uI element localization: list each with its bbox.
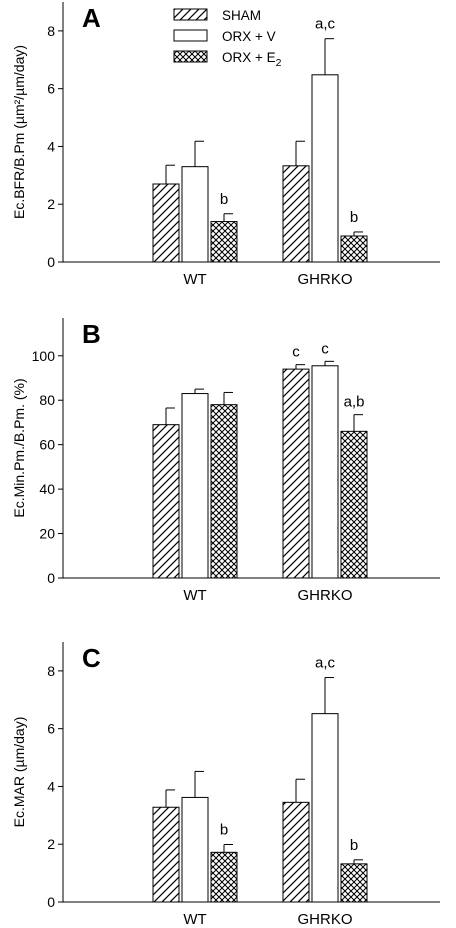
significance-label: a,b — [344, 394, 365, 411]
significance-label: c — [292, 344, 300, 361]
bar — [340, 863, 368, 903]
bar — [152, 806, 180, 903]
legend: SHAM ORX + V ORX + E2 — [173, 8, 282, 69]
x-category-label: GHRKO — [297, 271, 352, 288]
panel-c: C 0 2 4 6 8 Ec.MAR (µm/day) WT GHRKO a,c b b — [11, 642, 440, 928]
x-category-label: WT — [183, 271, 206, 288]
legend-label: ORX + E2 — [222, 50, 282, 69]
x-category-label: GHRKO — [297, 911, 352, 928]
significance-label: a,c — [315, 16, 336, 33]
significance-label: b — [350, 209, 358, 226]
bar — [340, 430, 368, 579]
significance-label: c — [321, 340, 329, 357]
y-tick-label: 6 — [47, 721, 55, 737]
significance-label: a,c — [315, 655, 336, 672]
chart-panels: A 0 2 4 6 8 Ec.BFR/B.Pm (µm²/µm/day) WT GHRKO a,c… — [11, 2, 440, 928]
panel-letter: B — [82, 319, 101, 349]
panel-letter: C — [82, 643, 101, 673]
legend-label-subscript: 2 — [276, 57, 282, 69]
bar — [152, 424, 180, 579]
bar — [210, 404, 238, 579]
bar — [181, 796, 209, 903]
x-category-label: WT — [183, 911, 206, 928]
y-tick-label: 8 — [47, 23, 55, 39]
y-axis-label: Ec.MAR (µm/day) — [11, 717, 27, 828]
bar — [181, 166, 209, 263]
y-tick-label: 4 — [47, 778, 55, 794]
y-tick-label: 6 — [47, 81, 55, 97]
bar — [210, 851, 238, 903]
y-tick-label: 60 — [39, 437, 55, 453]
y-tick-label: 80 — [39, 392, 55, 408]
y-tick-label: 2 — [47, 836, 55, 852]
significance-label: b — [220, 822, 228, 839]
legend-label: ORX + V — [222, 29, 276, 44]
y-tick-label: 0 — [47, 894, 55, 910]
bar — [340, 235, 368, 263]
panel-letter: A — [82, 3, 101, 33]
bar — [311, 74, 339, 263]
legend-swatch — [173, 50, 208, 63]
legend-label: SHAM — [222, 8, 261, 23]
bar — [181, 393, 209, 579]
bar — [311, 365, 339, 579]
legend-swatch — [173, 8, 208, 21]
bar — [311, 713, 339, 903]
y-axis-label: Ec.Min.Pm./B.Pm. (%) — [11, 378, 27, 517]
y-tick-label: 4 — [47, 138, 55, 154]
significance-label: b — [220, 191, 228, 208]
x-category-label: GHRKO — [297, 587, 352, 604]
y-tick-label: 0 — [47, 570, 55, 586]
panel-b: B 0 20 40 60 80 100 Ec.Min.Pm./B.Pm. (%) WT GHRKO… — [11, 318, 440, 604]
legend-swatch — [173, 29, 208, 42]
bar — [152, 183, 180, 263]
y-tick-label: 20 — [39, 526, 55, 542]
bar — [282, 801, 310, 903]
y-tick-label: 2 — [47, 196, 55, 212]
y-tick-label: 8 — [47, 663, 55, 679]
y-tick-label: 100 — [32, 348, 56, 364]
y-tick-label: 0 — [47, 254, 55, 270]
bar — [282, 368, 310, 579]
bar — [282, 165, 310, 263]
panel-a: A 0 2 4 6 8 Ec.BFR/B.Pm (µm²/µm/day) WT GHRKO a,c… — [11, 2, 440, 288]
x-category-label: WT — [183, 587, 206, 604]
y-axis-label: Ec.BFR/B.Pm (µm²/µm/day) — [11, 45, 27, 219]
significance-label: b — [350, 837, 358, 854]
y-tick-label: 40 — [39, 481, 55, 497]
bar — [210, 221, 238, 263]
